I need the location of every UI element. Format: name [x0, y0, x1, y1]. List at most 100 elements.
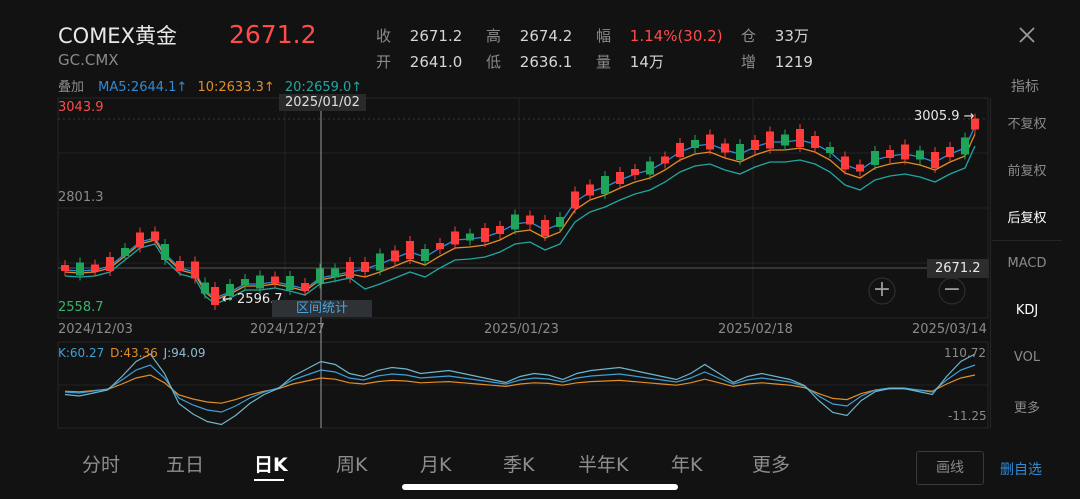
stat-volume-value: 14万 [629, 53, 664, 71]
side-item-no-adjust[interactable]: 不复权 [1007, 117, 1047, 132]
tab-five-day[interactable]: 五日 [166, 454, 205, 476]
tab-quarterly-k[interactable]: 季K [503, 454, 535, 476]
stat-open-interest: 仓 33万 [741, 25, 809, 46]
ma10-text: 10:2633.3↑ [197, 80, 275, 95]
candle-body [556, 217, 564, 227]
x-axis-date-1: 2024/12/03 [58, 322, 133, 337]
candle-body [201, 282, 209, 294]
candle-body [436, 243, 444, 249]
candle-body [346, 262, 354, 278]
candle-body [586, 184, 594, 196]
candle-body [706, 134, 714, 150]
candle-body [766, 131, 774, 149]
candle-body [781, 134, 789, 146]
candle-body [526, 215, 534, 225]
side-item-backward-adjust[interactable]: 后复权 [1007, 211, 1047, 226]
min-price-value: 2596.7 [237, 292, 283, 307]
remove-watchlist-button[interactable]: 删自选 [1000, 462, 1042, 478]
candle-body [946, 147, 954, 157]
x-axis-date-4: 2025/02/18 [718, 322, 793, 337]
stat-low-value: 2636.1 [519, 53, 573, 71]
side-panel-separator [992, 240, 1062, 241]
candle-body [856, 164, 864, 172]
candlestick-chart[interactable] [0, 0, 1080, 440]
x-axis-date-3: 2025/01/23 [484, 322, 559, 337]
tab-half-year-k[interactable]: 半年K [578, 454, 629, 476]
side-item-vol[interactable]: VOL [1013, 350, 1041, 365]
stat-volume: 量 14万 [596, 51, 664, 72]
stat-high-value: 2674.2 [519, 27, 573, 45]
candle-body [796, 129, 804, 147]
tab-yearly-k[interactable]: 年K [671, 454, 703, 476]
kdj-j-line [64, 353, 976, 426]
side-item-macd[interactable]: MACD [1007, 256, 1047, 271]
tab-weekly-k[interactable]: 周K [336, 454, 368, 476]
candle-body [631, 169, 639, 175]
instrument-symbol: GC.CMX [58, 51, 119, 69]
candle-body [496, 226, 504, 234]
candle-body [481, 228, 489, 242]
zoom-in-ring [868, 277, 896, 305]
draw-line-button[interactable]: 画线 [916, 451, 984, 485]
stat-open-label: 开 [376, 53, 392, 71]
kdj-d-line [64, 374, 976, 404]
active-tab-underline [254, 479, 284, 481]
candle-body [151, 231, 159, 241]
candle-body [601, 176, 609, 194]
stat-oi-label: 仓 [741, 27, 757, 45]
candle-body [301, 283, 309, 291]
side-item-more[interactable]: 更多 [1013, 401, 1040, 416]
tab-more[interactable]: 更多 [752, 454, 791, 476]
stat-close-label: 收 [376, 27, 392, 45]
zoom-in-button[interactable]: + [872, 277, 892, 302]
ma20-line [64, 145, 976, 305]
candle-body [961, 137, 969, 155]
ma-indicator-bar: 叠加 MA5:2644.1↑ 10:2633.3↑ 20:2659.0↑ [58, 76, 362, 95]
tab-monthly-k[interactable]: 月K [420, 454, 452, 476]
candle-body [421, 249, 429, 261]
candle-body [691, 140, 699, 148]
candle-body [841, 156, 849, 170]
candle-body [106, 257, 114, 271]
candle-body [646, 161, 654, 175]
overlay-toggle[interactable]: 叠加 [58, 80, 85, 95]
tab-daily-k[interactable]: 日K [254, 454, 288, 476]
candle-body [191, 261, 199, 279]
candle-body [886, 150, 894, 158]
side-item-forward-adjust[interactable]: 前复权 [1007, 164, 1047, 179]
interval-stats-button[interactable]: 区间统计 [272, 300, 372, 317]
side-item-kdj[interactable]: KDJ [1015, 303, 1039, 318]
candle-body [971, 118, 979, 130]
zoom-out-button[interactable]: − [942, 277, 962, 302]
candle-body [451, 231, 459, 245]
kdj-y-top-label: 110.72 [944, 346, 986, 360]
candle-body [871, 151, 879, 165]
tab-intraday[interactable]: 分时 [82, 454, 121, 476]
candle-body [616, 172, 624, 184]
kdj-k-value: K:60.27 [58, 346, 105, 360]
stat-close-value: 2671.2 [409, 27, 463, 45]
candle-body [121, 248, 129, 256]
stat-change-label: 幅 [596, 27, 612, 45]
candle-body [736, 144, 744, 160]
home-indicator [402, 484, 678, 490]
x-axis-date-2: 2024/12/27 [250, 322, 325, 337]
kdj-d-value: D:43.36 [110, 346, 158, 360]
candle-body [91, 264, 99, 272]
candle-body [271, 276, 279, 284]
candle-body [286, 276, 294, 290]
y-axis-top-label: 3043.9 [58, 100, 104, 115]
stat-high: 高 2674.2 [486, 25, 572, 46]
last-price: 2671.2 [229, 20, 317, 49]
candle-body [541, 220, 549, 236]
candle-body [391, 250, 399, 262]
candle-body [361, 262, 369, 272]
max-price-label: 3005.9 → [914, 109, 975, 124]
candle-body [406, 241, 414, 259]
candle-body [721, 143, 729, 153]
close-icon[interactable] [1016, 24, 1038, 46]
stat-open-value: 2641.0 [409, 53, 463, 71]
crosshair-date-label: 2025/01/02 [279, 94, 366, 111]
candle-body [676, 143, 684, 157]
kdj-legend: K:60.27 D:43.36 J:94.09 [58, 346, 206, 360]
